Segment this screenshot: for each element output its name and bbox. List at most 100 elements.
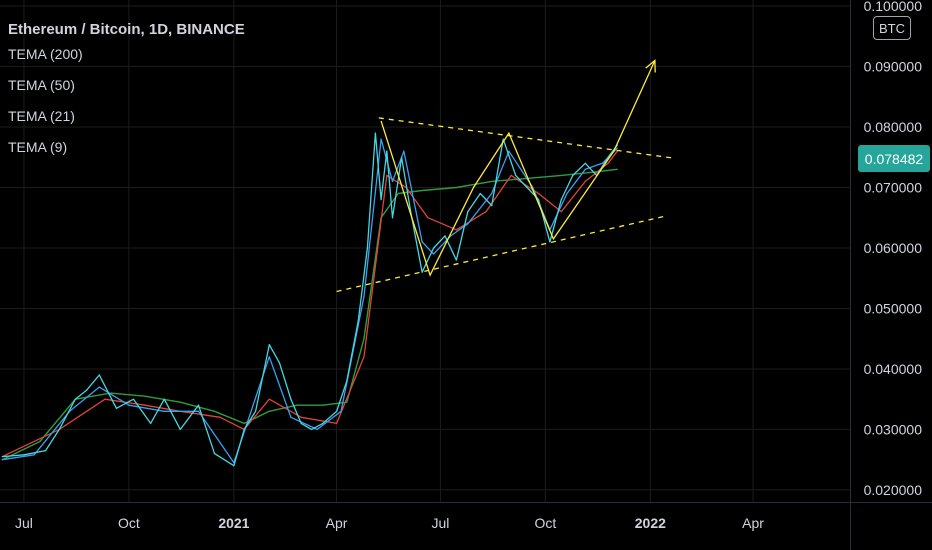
series-point <box>243 422 245 424</box>
indicator-tema-21[interactable]: TEMA (21) <box>8 108 75 124</box>
series-point <box>391 180 394 183</box>
series-point <box>98 374 100 376</box>
series-point <box>515 174 517 176</box>
series-point <box>357 319 359 322</box>
annotations <box>336 59 673 293</box>
series-point <box>584 168 586 170</box>
current-price-label: 0.078482 <box>858 145 930 172</box>
series-point <box>197 410 200 412</box>
series-point <box>243 428 245 431</box>
series-point <box>316 428 318 431</box>
series-point <box>491 180 493 183</box>
series-point <box>335 410 338 412</box>
series-point <box>455 186 457 189</box>
series-point <box>132 398 135 400</box>
series-point <box>213 410 216 412</box>
series-point <box>502 138 504 140</box>
x-tick-label: Apr <box>326 515 348 531</box>
series-point <box>526 186 528 189</box>
plot-background <box>0 0 850 502</box>
series-point <box>58 428 60 431</box>
series-point <box>421 271 423 273</box>
series-point <box>296 404 298 406</box>
series-point <box>491 205 493 207</box>
series-point <box>219 416 221 418</box>
series-point <box>290 398 292 400</box>
series-point <box>300 422 302 424</box>
series-point <box>584 180 586 183</box>
series-point <box>346 380 348 382</box>
series-point <box>590 171 592 173</box>
series-point <box>144 395 146 397</box>
x-tick-label: 2022 <box>635 515 666 531</box>
series-point <box>601 162 604 164</box>
series-point <box>39 440 41 443</box>
series-point <box>444 235 446 237</box>
series-point <box>560 198 562 201</box>
series-point <box>467 211 469 213</box>
series-point <box>150 422 152 424</box>
series-point <box>322 422 324 424</box>
x-tick-label: Jul <box>431 515 449 531</box>
series-point <box>432 247 435 249</box>
series-line-tema-200 <box>1 168 618 461</box>
y-tick-label: 0.070000 <box>864 179 923 195</box>
series-point <box>104 398 106 400</box>
series-point <box>268 398 270 400</box>
series-point <box>403 150 405 152</box>
arrow-head <box>645 59 656 73</box>
series-point <box>566 192 568 195</box>
annotation-zigzag <box>380 60 656 277</box>
series-point <box>537 192 540 195</box>
series-point <box>455 259 457 261</box>
currency-unit-button[interactable]: BTC <box>873 16 911 40</box>
y-tick-label: 0.020000 <box>864 482 923 498</box>
y-tick-label: 0.030000 <box>864 421 923 437</box>
y-tick-label: 0.100000 <box>864 0 923 14</box>
series-point <box>33 454 35 456</box>
series-line-tema-50 <box>2 150 618 458</box>
series-point <box>1 459 3 461</box>
x-tick-label: Apr <box>742 515 764 531</box>
series-point <box>268 356 270 358</box>
series-point <box>86 389 88 391</box>
series-point <box>115 407 117 409</box>
y-tick-label: 0.040000 <box>864 361 923 377</box>
indicator-tema-50[interactable]: TEMA (50) <box>8 77 75 93</box>
symbol-title[interactable]: Ethereum / Bitcoin, 1D, BINANCE <box>8 21 245 38</box>
series-point <box>616 147 618 149</box>
indicator-tema-200[interactable]: TEMA (200) <box>8 46 83 62</box>
series-point <box>485 211 487 213</box>
series-point <box>467 223 469 225</box>
series-point <box>144 404 146 406</box>
series-point <box>479 192 481 195</box>
series-point <box>1 456 3 458</box>
series-point <box>584 162 586 164</box>
series-point <box>278 362 281 364</box>
series-point <box>23 454 25 456</box>
series-point <box>290 416 292 418</box>
indicator-tema-9[interactable]: TEMA (9) <box>8 139 68 155</box>
series-point <box>233 465 235 467</box>
x-tick-label: Oct <box>118 515 140 531</box>
time-axis[interactable]: Jul Oct 2021 Apr Jul Oct 2022 Apr <box>15 515 764 531</box>
series-point <box>380 138 382 140</box>
series-point <box>560 211 562 213</box>
grid-lines <box>0 0 850 502</box>
price-axis[interactable]: 0.020000 0.030000 0.040000 0.050000 0.060000… <box>864 0 923 498</box>
series-point <box>179 401 181 403</box>
series-point <box>386 174 388 176</box>
annotation-lower-trendline <box>336 215 667 293</box>
series-point <box>607 156 609 158</box>
series-point <box>268 344 270 346</box>
series-point <box>455 229 457 231</box>
series-point <box>391 217 394 219</box>
series-point <box>616 168 618 170</box>
series-point <box>363 338 365 340</box>
y-tick-label: 0.090000 <box>864 59 923 75</box>
series-point <box>335 422 338 424</box>
series-point <box>340 410 342 412</box>
series-point <box>607 162 609 164</box>
series-point <box>508 150 510 152</box>
